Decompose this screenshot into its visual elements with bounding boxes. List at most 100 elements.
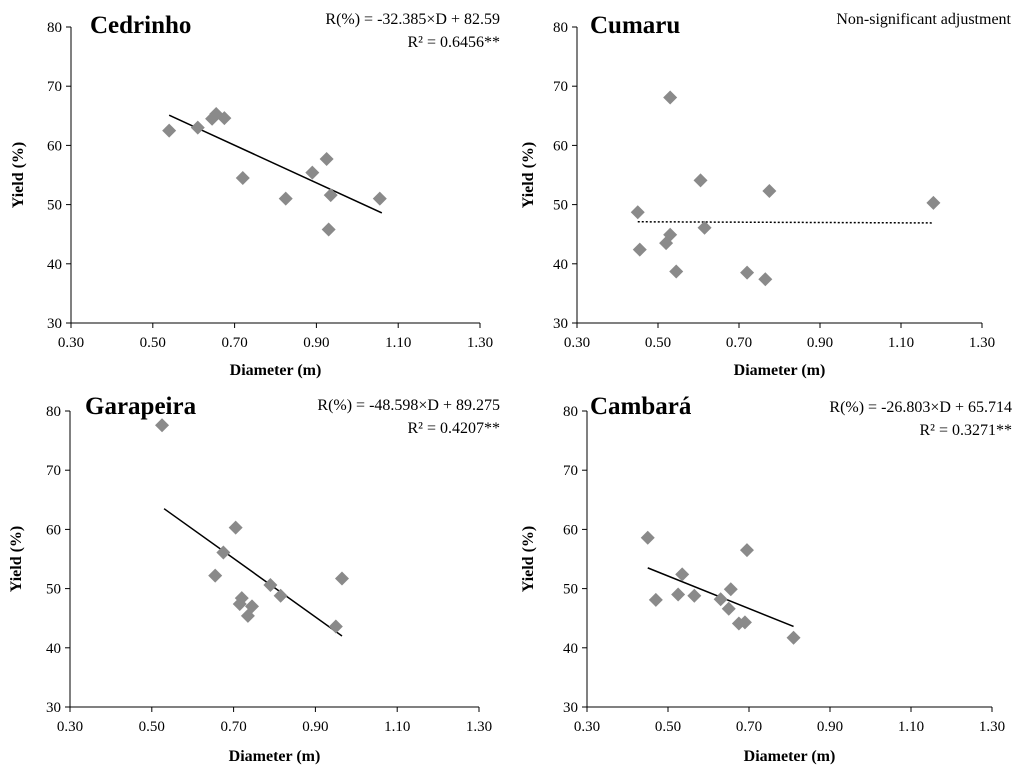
data-point bbox=[321, 222, 336, 237]
y-tick-label: 40 bbox=[47, 257, 62, 273]
x-tick-label: 0.90 bbox=[817, 719, 843, 735]
y-tick-label: 40 bbox=[563, 641, 578, 657]
x-axis-label: Diameter (m) bbox=[230, 362, 322, 379]
data-point bbox=[663, 227, 678, 242]
regression-annotation: R(%) = -26.803×D + 65.714 bbox=[829, 399, 1012, 416]
x-axis-label: Diameter (m) bbox=[734, 362, 826, 379]
data-point bbox=[739, 543, 754, 558]
y-tick-label: 50 bbox=[47, 198, 62, 214]
chart-title: Cambará bbox=[590, 393, 692, 420]
y-tick-label: 80 bbox=[563, 404, 578, 420]
y-tick-label: 40 bbox=[553, 257, 568, 273]
y-axis-label: Yield (%) bbox=[520, 142, 537, 209]
trend-line bbox=[163, 508, 343, 637]
y-tick-label: 30 bbox=[563, 700, 578, 716]
y-tick-label: 30 bbox=[46, 700, 61, 716]
data-point bbox=[319, 152, 334, 167]
x-tick-label: 1.10 bbox=[888, 335, 914, 351]
data-point bbox=[263, 578, 278, 593]
y-axis-label: Yield (%) bbox=[8, 526, 25, 593]
regression-annotation: R² = 0.6456** bbox=[408, 34, 501, 51]
data-point bbox=[630, 205, 645, 220]
data-point bbox=[217, 111, 232, 126]
x-tick-label: 0.90 bbox=[303, 335, 329, 351]
x-tick-label: 1.10 bbox=[898, 719, 924, 735]
y-tick-label: 80 bbox=[553, 20, 568, 36]
data-point bbox=[669, 264, 684, 279]
chart-title: Garapeira bbox=[85, 393, 197, 420]
chart-title: Cumaru bbox=[590, 12, 680, 39]
data-point bbox=[235, 170, 250, 185]
data-point bbox=[697, 220, 712, 235]
y-tick-label: 30 bbox=[47, 316, 62, 332]
data-point bbox=[216, 545, 231, 560]
data-point bbox=[713, 592, 728, 607]
x-tick-label: 0.50 bbox=[140, 335, 166, 351]
data-point bbox=[372, 191, 387, 206]
y-tick-label: 70 bbox=[47, 79, 62, 95]
data-point bbox=[671, 587, 686, 602]
x-tick-label: 1.30 bbox=[979, 719, 1005, 735]
y-tick-label: 70 bbox=[553, 79, 568, 95]
x-tick-label: 1.30 bbox=[467, 335, 493, 351]
data-point bbox=[234, 591, 249, 606]
x-tick-label: 0.50 bbox=[139, 719, 165, 735]
data-point bbox=[687, 588, 702, 603]
data-point bbox=[632, 242, 647, 257]
chart-panel-cedrinho: 30 40 50 60 70 80 0.30 0.50 0.70 0.90 1.10 1.30 Diam… bbox=[10, 11, 500, 379]
data-point bbox=[278, 191, 293, 206]
y-tick-label: 60 bbox=[47, 138, 62, 154]
chart-panel-cambar-: 30 40 50 60 70 80 0.30 0.50 0.70 0.90 1.10 1.30 Diam… bbox=[520, 393, 1012, 765]
x-tick-label: 0.30 bbox=[57, 719, 83, 735]
regression-annotation: R(%) = -48.598×D + 89.275 bbox=[317, 397, 500, 414]
x-tick-label: 0.70 bbox=[220, 719, 246, 735]
data-point bbox=[693, 173, 708, 188]
data-point bbox=[723, 582, 738, 597]
y-tick-label: 70 bbox=[46, 463, 61, 479]
x-tick-label: 1.30 bbox=[969, 335, 995, 351]
x-tick-label: 0.70 bbox=[221, 335, 247, 351]
x-tick-label: 0.30 bbox=[574, 719, 600, 735]
x-tick-label: 0.90 bbox=[302, 719, 328, 735]
y-axis-label: Yield (%) bbox=[10, 142, 27, 209]
y-tick-label: 80 bbox=[47, 20, 62, 36]
data-point bbox=[648, 592, 663, 607]
x-tick-label: 0.30 bbox=[564, 335, 590, 351]
regression-annotation: R(%) = -32.385×D + 82.59 bbox=[325, 11, 500, 28]
trend-line bbox=[637, 221, 934, 224]
y-tick-label: 50 bbox=[553, 198, 568, 214]
regression-annotation: R² = 0.3271** bbox=[920, 422, 1013, 439]
y-tick-label: 50 bbox=[563, 582, 578, 598]
x-tick-label: 0.50 bbox=[645, 335, 671, 351]
data-point bbox=[762, 183, 777, 198]
data-point bbox=[334, 571, 349, 586]
data-point bbox=[305, 165, 320, 180]
trend-line bbox=[168, 114, 383, 214]
x-axis-label: Diameter (m) bbox=[229, 748, 321, 765]
data-point bbox=[245, 599, 260, 614]
data-point bbox=[758, 272, 773, 287]
y-tick-label: 60 bbox=[563, 522, 578, 538]
data-point bbox=[740, 265, 755, 280]
x-tick-label: 0.70 bbox=[726, 335, 752, 351]
data-point bbox=[640, 530, 655, 545]
data-point bbox=[721, 601, 736, 616]
chart-title: Cedrinho bbox=[90, 12, 191, 39]
y-tick-label: 60 bbox=[46, 522, 61, 538]
data-point bbox=[155, 418, 170, 433]
x-axis-label: Diameter (m) bbox=[744, 748, 836, 765]
regression-annotation: R² = 0.4207** bbox=[408, 420, 501, 437]
x-tick-label: 0.70 bbox=[736, 719, 762, 735]
data-point bbox=[786, 630, 801, 645]
y-tick-label: 80 bbox=[46, 404, 61, 420]
data-point bbox=[190, 120, 205, 135]
regression-annotation: Non-significant adjustment bbox=[836, 11, 1011, 28]
data-point bbox=[323, 188, 338, 203]
y-tick-label: 60 bbox=[553, 138, 568, 154]
y-tick-label: 70 bbox=[563, 463, 578, 479]
data-point bbox=[737, 615, 752, 630]
x-tick-label: 1.10 bbox=[385, 335, 411, 351]
chart-panel-cumaru: 30 40 50 60 70 80 0.30 0.50 0.70 0.90 1.10 1.30 Diam… bbox=[520, 11, 1012, 379]
data-point bbox=[273, 588, 288, 603]
